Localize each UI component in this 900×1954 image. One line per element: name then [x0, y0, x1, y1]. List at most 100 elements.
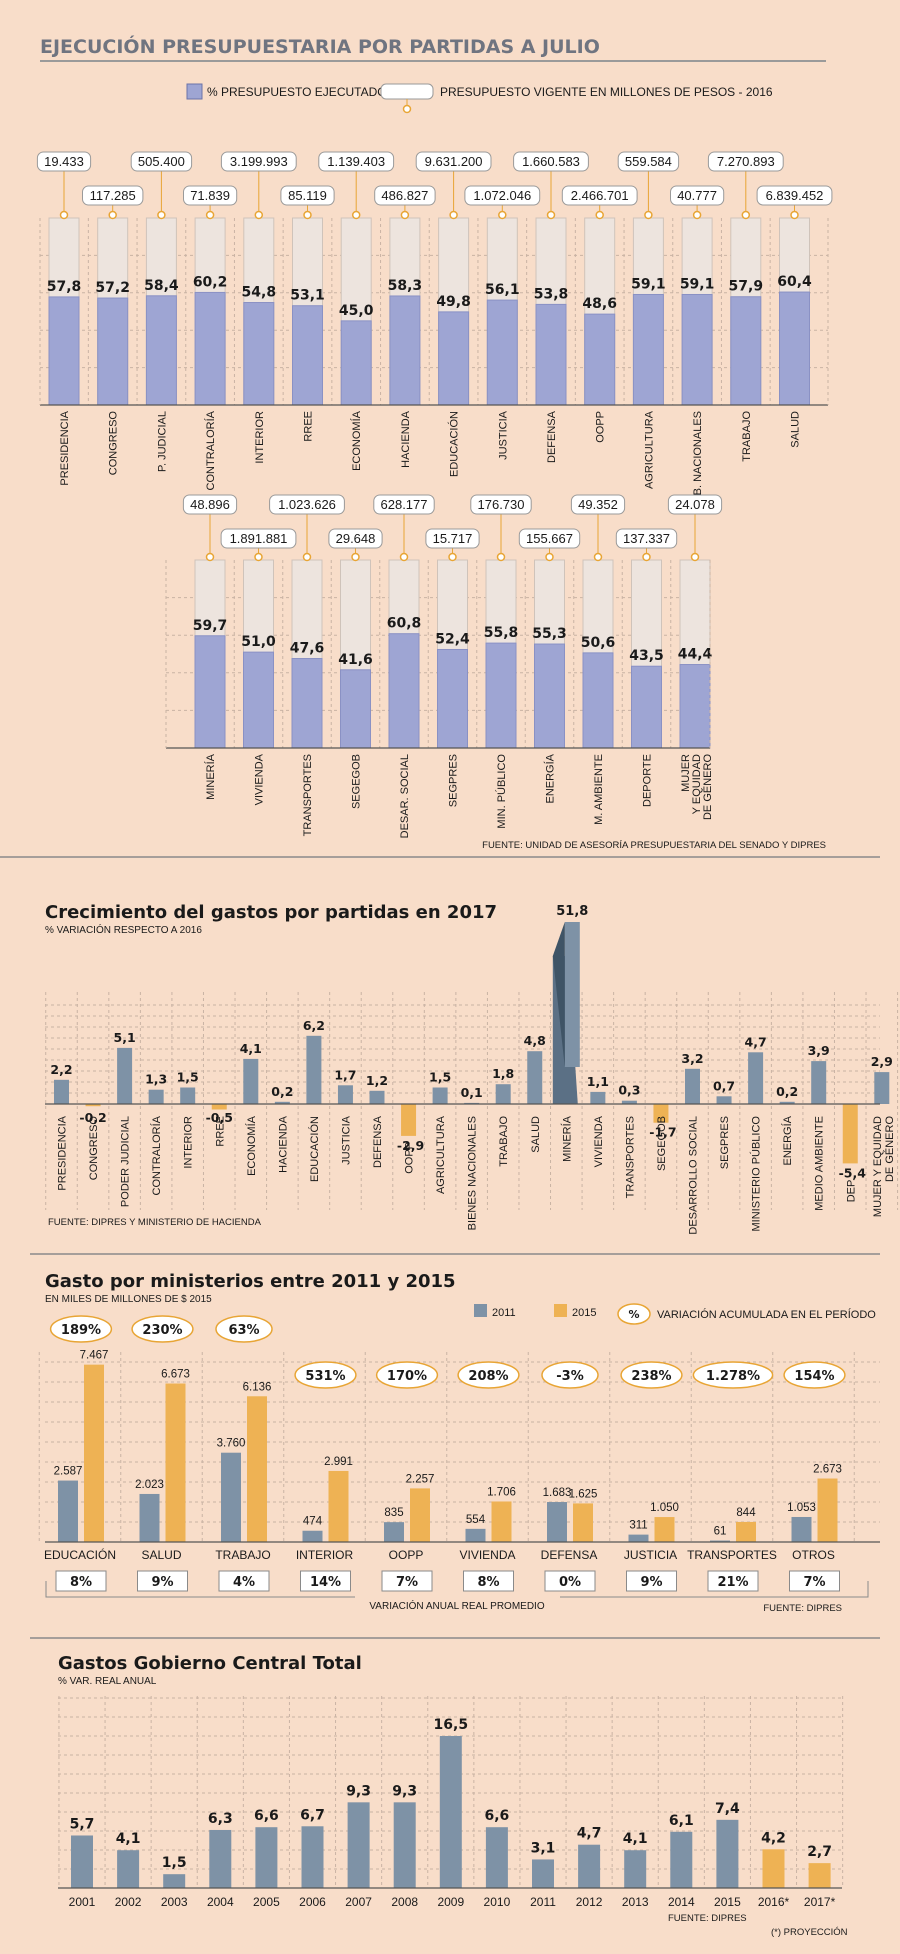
annual-variation: 9% [151, 1575, 173, 1590]
label-budget: 1.072.046 [473, 188, 531, 203]
callout-box [513, 151, 589, 172]
legend-variation-symbol: % [628, 1308, 639, 1321]
cumulative-oval [541, 1361, 599, 1389]
label-growth: 2,2 [50, 1062, 72, 1077]
callout-box [82, 185, 144, 206]
chart3-annual-label: VARIACIÓN ANUAL REAL PROMEDIO [369, 1599, 544, 1612]
category-label: OOPP [595, 411, 607, 443]
label-growth: 0,2 [271, 1084, 293, 1099]
label-growth: 1,3 [145, 1072, 167, 1087]
label-percent: 52,4 [435, 631, 470, 647]
callout-box [280, 185, 335, 206]
annual-variation: 7% [803, 1575, 825, 1590]
bar-growth [211, 1104, 227, 1110]
label-budget: 176.730 [478, 497, 525, 512]
label-spending: 16,5 [434, 1717, 469, 1733]
label-percent: 48,6 [582, 296, 617, 312]
bar-2011 [710, 1540, 730, 1542]
chart3-title: Gasto por ministerios entre 2011 y 2015 [45, 1271, 456, 1292]
bar-executed [340, 320, 372, 406]
category-label: EDUCACIÓN [448, 411, 461, 477]
callout-box [670, 185, 725, 206]
bar-executed [584, 313, 616, 406]
category-label: AGRICULTURA [643, 410, 655, 489]
bar-growth [369, 1090, 385, 1104]
category-label-line: MUJER Y EQUIDAD [872, 1116, 884, 1217]
label-growth: 4,7 [745, 1034, 767, 1049]
category-label: DEFENSA [541, 1548, 598, 1562]
label-2015: 7.467 [80, 1350, 109, 1362]
bar-executed [243, 651, 274, 749]
chart4-note: (*) PROYECCIÓN [771, 1927, 848, 1938]
cumulative-oval [783, 1361, 846, 1389]
label-growth: -0,5 [206, 1110, 233, 1125]
label-growth: 0,7 [713, 1078, 735, 1093]
label-budget: 24.078 [675, 497, 715, 512]
chart1-row2: 59,7 48.896 MINERÍA 51,0 1.891.881 VIVIENDA 47… [165, 494, 723, 838]
label-budget: 2.466.701 [571, 188, 629, 203]
category-label: MINERÍA [560, 1115, 573, 1162]
bar-2015 [84, 1364, 104, 1542]
bar-spending [255, 1827, 278, 1888]
label-2011: 3.760 [217, 1438, 246, 1450]
category-label: JUSTICIA [624, 1548, 677, 1562]
chart3-subtitle: EN MILES DE MILLONES DE $ 2015 [45, 1294, 212, 1305]
label-budget: 9.631.200 [425, 154, 483, 169]
label-percent: 49,8 [436, 294, 471, 310]
callout-dot [546, 210, 556, 220]
callout-dot [59, 210, 69, 220]
callout-dot [351, 210, 361, 220]
bar-executed [681, 293, 713, 406]
year-label: 2008 [391, 1895, 418, 1909]
callout-box [561, 185, 638, 206]
callout-dot [400, 210, 410, 220]
callout-dot [644, 210, 653, 220]
label-spending: 1,5 [162, 1855, 187, 1871]
category-label: PRESIDENCIA [59, 410, 71, 485]
callout-dot [205, 552, 215, 562]
label-growth: 3,2 [681, 1051, 703, 1066]
label-2015: 1.050 [650, 1502, 679, 1514]
label-percent: 56,1 [485, 282, 520, 298]
bar-spending [393, 1802, 416, 1888]
bar-2015 [654, 1517, 675, 1542]
cumulative-variation: 154% [794, 1369, 834, 1384]
category-label: TRABAJO [498, 1116, 510, 1167]
category-label: DEPORTE [642, 754, 654, 807]
legend-executed-label: % PRESUPUESTO EJECUTADO [207, 85, 387, 99]
bar-spending [209, 1829, 232, 1888]
callout-dot [449, 210, 458, 220]
callout-box [570, 494, 626, 515]
callout-dot [108, 210, 117, 220]
label-budget: 1.660.583 [522, 154, 580, 169]
callout-dot [741, 210, 751, 220]
cumulative-variation: 189% [61, 1323, 101, 1338]
category-label: MUJERY EQUIDADDE GÉNERO [680, 754, 714, 820]
annual-box [381, 1570, 433, 1592]
label-percent: 54,8 [242, 285, 277, 301]
callout-dot [399, 552, 409, 562]
category-label: JUSTICIA [340, 1115, 352, 1165]
bar-executed [194, 635, 226, 749]
callout-dot [593, 552, 603, 562]
label-spending: 6,6 [254, 1808, 279, 1824]
annual-variation: 7% [396, 1575, 418, 1590]
category-label: SEGPRES [719, 1116, 731, 1169]
callout-box [220, 528, 297, 549]
category-label: P. JUDICIAL [156, 411, 168, 472]
annual-variation: 8% [70, 1575, 92, 1590]
bar-executed [534, 643, 565, 749]
label-spending: 4,2 [761, 1830, 786, 1846]
category-label: SALUD [790, 411, 802, 448]
label-growth: 5,1 [114, 1030, 136, 1045]
annual-variation: 4% [233, 1575, 255, 1590]
bar-growth [527, 1051, 543, 1104]
category-label-line: DE GÉNERO [701, 754, 714, 820]
category-label: DESARROLLO SOCIAL [688, 1116, 700, 1235]
category-label-line: Y EQUIDAD [691, 754, 703, 814]
label-growth: -5,4 [839, 1165, 867, 1180]
year-label: 2009 [437, 1895, 464, 1909]
callout-box [182, 494, 238, 515]
bar-spending [163, 1874, 186, 1888]
bar-2015 [491, 1501, 512, 1542]
